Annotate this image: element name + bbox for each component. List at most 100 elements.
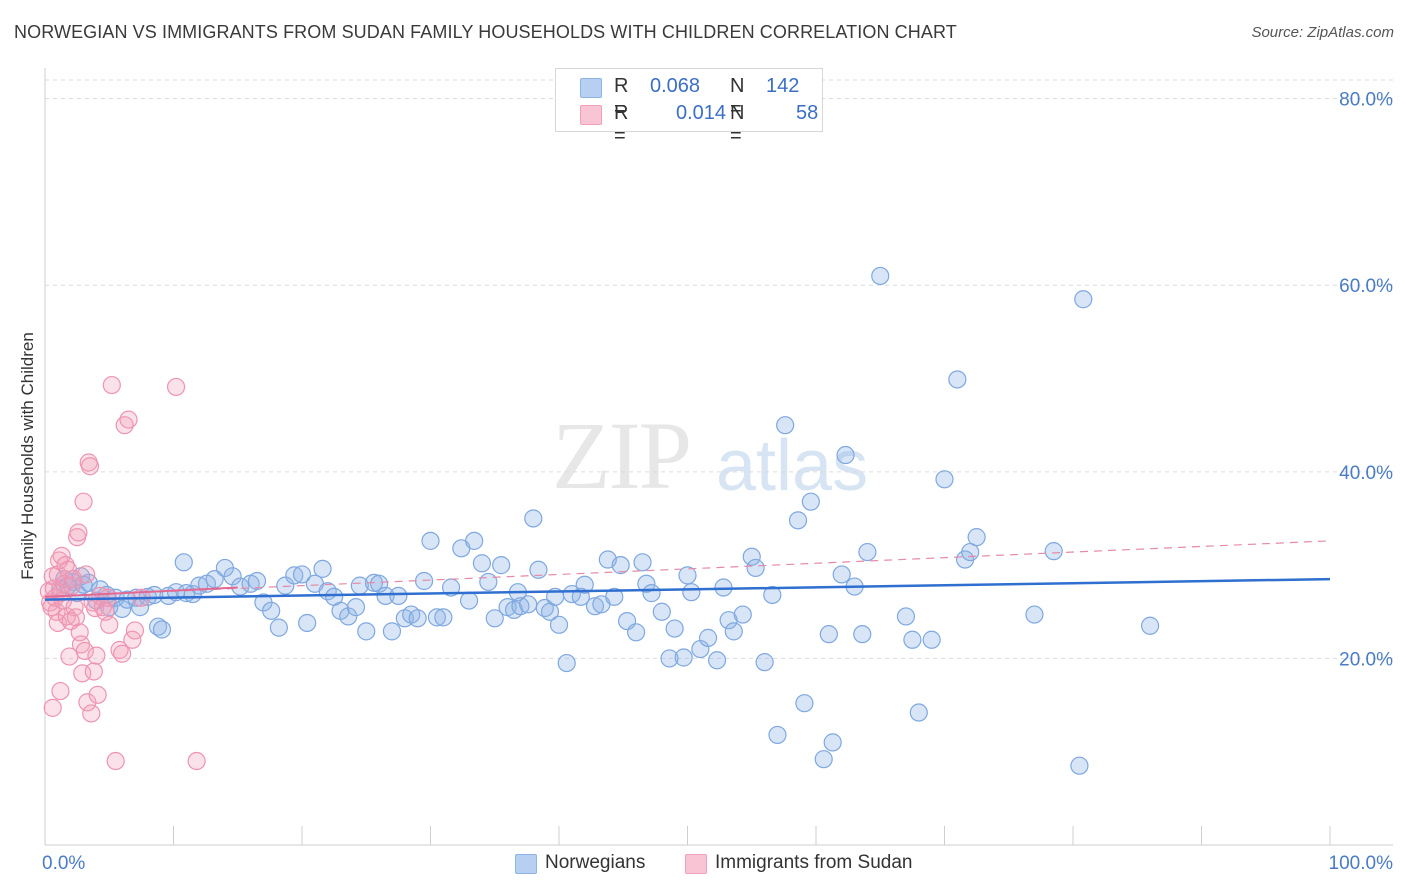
norwegians-points — [51, 266, 1160, 775]
norwegians-point — [871, 266, 890, 286]
sudan-point — [66, 608, 85, 627]
norwegians-point — [479, 572, 498, 592]
norwegians-point — [801, 492, 820, 511]
norwegians-point — [814, 750, 833, 769]
norwegians-point — [948, 370, 967, 389]
sudan-point — [77, 565, 96, 584]
sudan-point — [125, 621, 145, 640]
bottom-legend-label-norwegians: Norwegians — [545, 852, 646, 873]
norwegians-point — [819, 625, 838, 644]
axis-labels: 20.0% 40.0% 60.0% 80.0% 0.0% 100.0% Family Hou… — [18, 90, 1393, 874]
norwegians-point — [626, 623, 646, 642]
norwegians-point — [795, 694, 814, 713]
norwegians-point — [909, 703, 928, 722]
sudan-point — [75, 641, 94, 661]
y-tick-label: 80.0% — [1339, 90, 1393, 111]
watermark-zip: ZIP — [552, 402, 692, 509]
norwegians-point — [682, 583, 701, 602]
norwegians-point — [298, 613, 317, 633]
norwegians-point — [724, 622, 743, 641]
norwegians-point — [269, 618, 288, 637]
axes — [44, 68, 1393, 846]
norwegians-point — [698, 628, 718, 647]
norwegians-point — [247, 571, 267, 591]
legend-r-value: 0.068 — [650, 75, 701, 97]
norwegians-point — [585, 597, 605, 616]
norwegians-point — [205, 570, 224, 589]
norwegians-point — [529, 560, 548, 579]
sudan-point — [51, 681, 70, 701]
sudan-point — [87, 646, 106, 665]
norwegians-point — [776, 416, 795, 435]
norwegians-point — [357, 622, 376, 641]
norwegians-point — [313, 559, 332, 578]
bottom-legend-label-sudan: Immigrants from Sudan — [715, 852, 913, 873]
norwegians-point — [376, 586, 395, 606]
norwegians-point — [707, 651, 727, 670]
norwegians-point — [292, 565, 312, 584]
sudan-point — [74, 492, 93, 511]
sudan-point — [100, 615, 119, 634]
watermark-atlas: atlas — [716, 426, 869, 506]
norwegians-point — [346, 598, 366, 617]
norwegians-point — [459, 591, 479, 610]
sudan-point — [80, 457, 100, 476]
gridlines — [45, 79, 1393, 659]
sudan-point — [187, 751, 206, 771]
norwegians-point — [557, 653, 576, 673]
legend-n-value: 58 — [796, 102, 819, 124]
y-tick-label: 40.0% — [1339, 463, 1393, 484]
norwegians-point — [223, 567, 242, 586]
norwegians-point — [1025, 605, 1044, 624]
norwegians-point — [733, 605, 752, 624]
norwegians-point — [633, 553, 652, 572]
norwegians-point — [922, 630, 941, 649]
sudan-point — [102, 375, 121, 395]
norwegians-point — [605, 587, 624, 606]
legend-r-label: R = — [614, 102, 629, 147]
source-label: Source: ZipAtlas.com — [1251, 24, 1394, 41]
norwegians-point — [637, 574, 656, 593]
sudan-trend-line — [44, 540, 1331, 598]
norwegians-point — [832, 565, 851, 584]
norwegians-point — [231, 577, 250, 596]
legend-r-label: R = — [614, 75, 629, 120]
sudan-point — [43, 698, 62, 717]
norwegians-point — [660, 649, 679, 668]
sudan-trend-solid — [44, 586, 238, 598]
norwegians-point — [768, 725, 787, 745]
norwegians-point — [674, 648, 693, 667]
sudan-point — [119, 410, 138, 429]
norwegians-point — [519, 595, 538, 614]
correlation-legend: R = 0.068 N = 142 R = 0.014 N = 58 — [555, 68, 823, 147]
norwegians-point — [746, 558, 765, 578]
norwegians-point — [549, 615, 569, 634]
norwegians-point — [1044, 542, 1063, 561]
norwegians-point — [174, 553, 193, 572]
sudan-point — [106, 751, 125, 771]
norwegians-point — [742, 547, 761, 566]
legend-swatch-sudan — [580, 105, 602, 125]
norwegians-point — [276, 576, 295, 595]
norwegians-point — [262, 601, 281, 620]
x-tick-label-max: 100.0% — [1329, 853, 1394, 874]
sudan-points — [39, 375, 206, 771]
norwegians-point — [485, 609, 504, 628]
norwegians-point — [755, 653, 774, 672]
y-tick-label: 20.0% — [1339, 649, 1393, 670]
norwegians-point — [823, 733, 842, 752]
norwegians-point — [339, 607, 358, 626]
trend-lines — [44, 540, 1331, 601]
norwegians-point — [763, 585, 782, 605]
legend-n-label: N = — [730, 75, 745, 120]
sudan-point — [166, 377, 186, 397]
norwegians-point — [152, 620, 172, 639]
norwegians-point — [903, 630, 922, 649]
norwegians-point — [967, 528, 986, 547]
norwegians-point — [788, 511, 808, 530]
norwegians-point — [575, 575, 594, 594]
norwegians-point — [389, 586, 408, 606]
sudan-point — [69, 523, 88, 542]
legend-r-value: 0.014 — [676, 102, 727, 124]
